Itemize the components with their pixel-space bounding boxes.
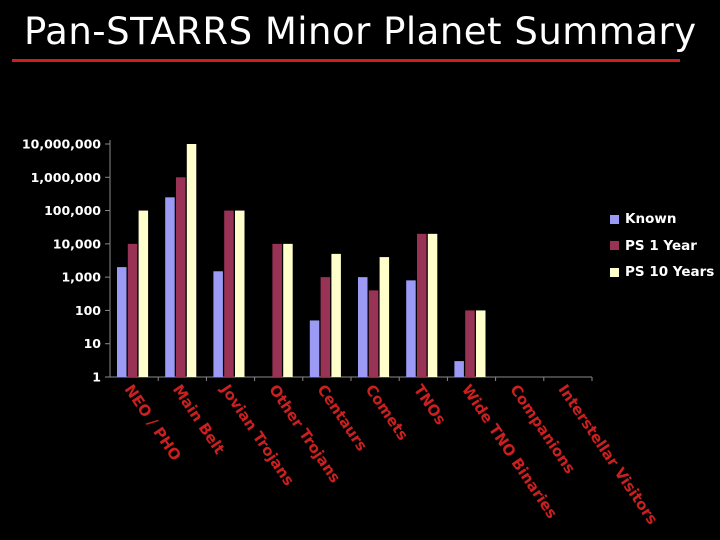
y-tick-label: 1,000,000	[31, 170, 102, 185]
y-tick-label: 10,000	[53, 236, 102, 251]
bar-ps-10-years	[379, 257, 390, 377]
y-tick-label: 10	[84, 336, 102, 351]
bar-ps-1-year	[127, 243, 138, 377]
bar-known	[358, 277, 368, 377]
bar-known	[309, 320, 320, 377]
bar-ps-1-year	[417, 233, 427, 377]
y-tick-label: 100	[75, 303, 101, 318]
legend-swatch	[610, 214, 619, 224]
bar-ps-1-year	[272, 243, 282, 377]
bar-ps-10-years	[476, 310, 486, 377]
slide-title: Pan-STARRS Minor Planet Summary	[24, 10, 697, 53]
legend-label: PS 10 Years	[625, 264, 715, 281]
legend-swatch	[610, 267, 619, 277]
bar-known	[406, 280, 416, 377]
x-category-label: Wide TNO Binaries	[458, 381, 561, 522]
legend-label: Known	[625, 211, 677, 228]
legend-label: PS 1 Year	[625, 237, 697, 254]
bar-ps-1-year	[465, 310, 475, 377]
legend-item: Known	[610, 206, 714, 233]
title-divider	[12, 59, 680, 62]
bar-ps-1-year	[368, 290, 379, 377]
legend-swatch	[610, 241, 619, 251]
bar-ps-10-years	[283, 243, 293, 377]
y-tick-label: 100,000	[44, 203, 101, 218]
y-tick-label: 10,000,000	[22, 137, 101, 152]
bar-known	[117, 267, 127, 377]
x-category-label: Comets	[362, 381, 412, 444]
bar-ps-10-years	[186, 144, 197, 377]
chart-legend: Known PS 1 Year PS 10 Years	[610, 206, 714, 286]
bar-ps-1-year	[176, 177, 186, 377]
x-category-label: TNOs	[410, 381, 450, 428]
bar-known	[213, 271, 223, 377]
bar-known	[454, 361, 464, 377]
bar-known	[165, 197, 175, 377]
y-tick-label: 1,000	[61, 270, 101, 285]
bar-ps-10-years	[331, 253, 341, 377]
bar-ps-10-years	[427, 233, 438, 377]
bar-ps-10-years	[138, 210, 149, 377]
bar-ps-1-year	[320, 277, 331, 377]
legend-item: PS 10 Years	[610, 259, 714, 286]
bar-ps-10-years	[235, 210, 245, 377]
bar-ps-1-year	[224, 210, 234, 377]
legend-item: PS 1 Year	[610, 233, 714, 260]
y-tick-label: 1	[92, 370, 101, 385]
